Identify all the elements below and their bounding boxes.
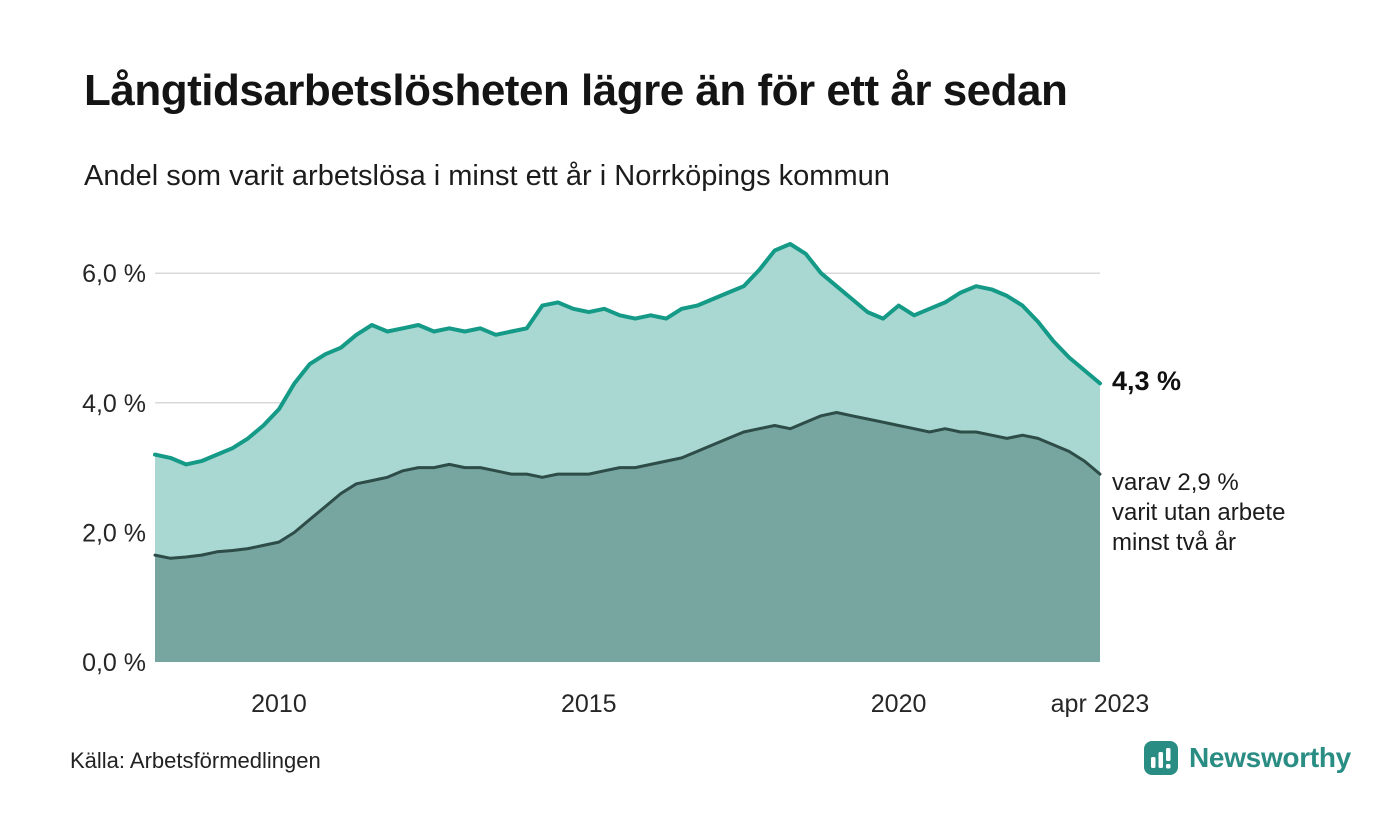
x-tick-label: 2020 (871, 690, 927, 718)
source-attribution: Källa: Arbetsförmedlingen (70, 748, 321, 773)
newsworthy-logo-text: Newsworthy (1189, 742, 1351, 773)
y-tick-label: 4,0 % (82, 390, 146, 418)
newsworthy-logo-icon (1144, 741, 1178, 775)
newsworthy-logo: Newsworthy (1143, 740, 1351, 776)
x-tick-label: 2015 (561, 690, 617, 718)
latest-value-label: 4,3 % (1112, 366, 1182, 396)
y-tick-label: 6,0 % (82, 260, 146, 288)
secondary-value-note: varav 2,9 % varit utan arbete minst två … (1112, 469, 1286, 556)
x-tick-label: 2010 (251, 690, 307, 718)
area-minst-tva-ar (155, 412, 1100, 662)
line-minst-tva-ar (153, 411, 1102, 560)
x-tick-label: apr 2023 (1051, 690, 1150, 718)
page-subtitle: Andel som varit arbetslösa i minst ett å… (84, 160, 890, 192)
y-tick-label: 2,0 % (82, 519, 146, 547)
line-minst-ett-ar (153, 242, 1102, 467)
page-title: Långtidsarbetslösheten lägre än för ett … (84, 66, 1068, 115)
y-tick-label: 0,0 % (82, 649, 146, 677)
